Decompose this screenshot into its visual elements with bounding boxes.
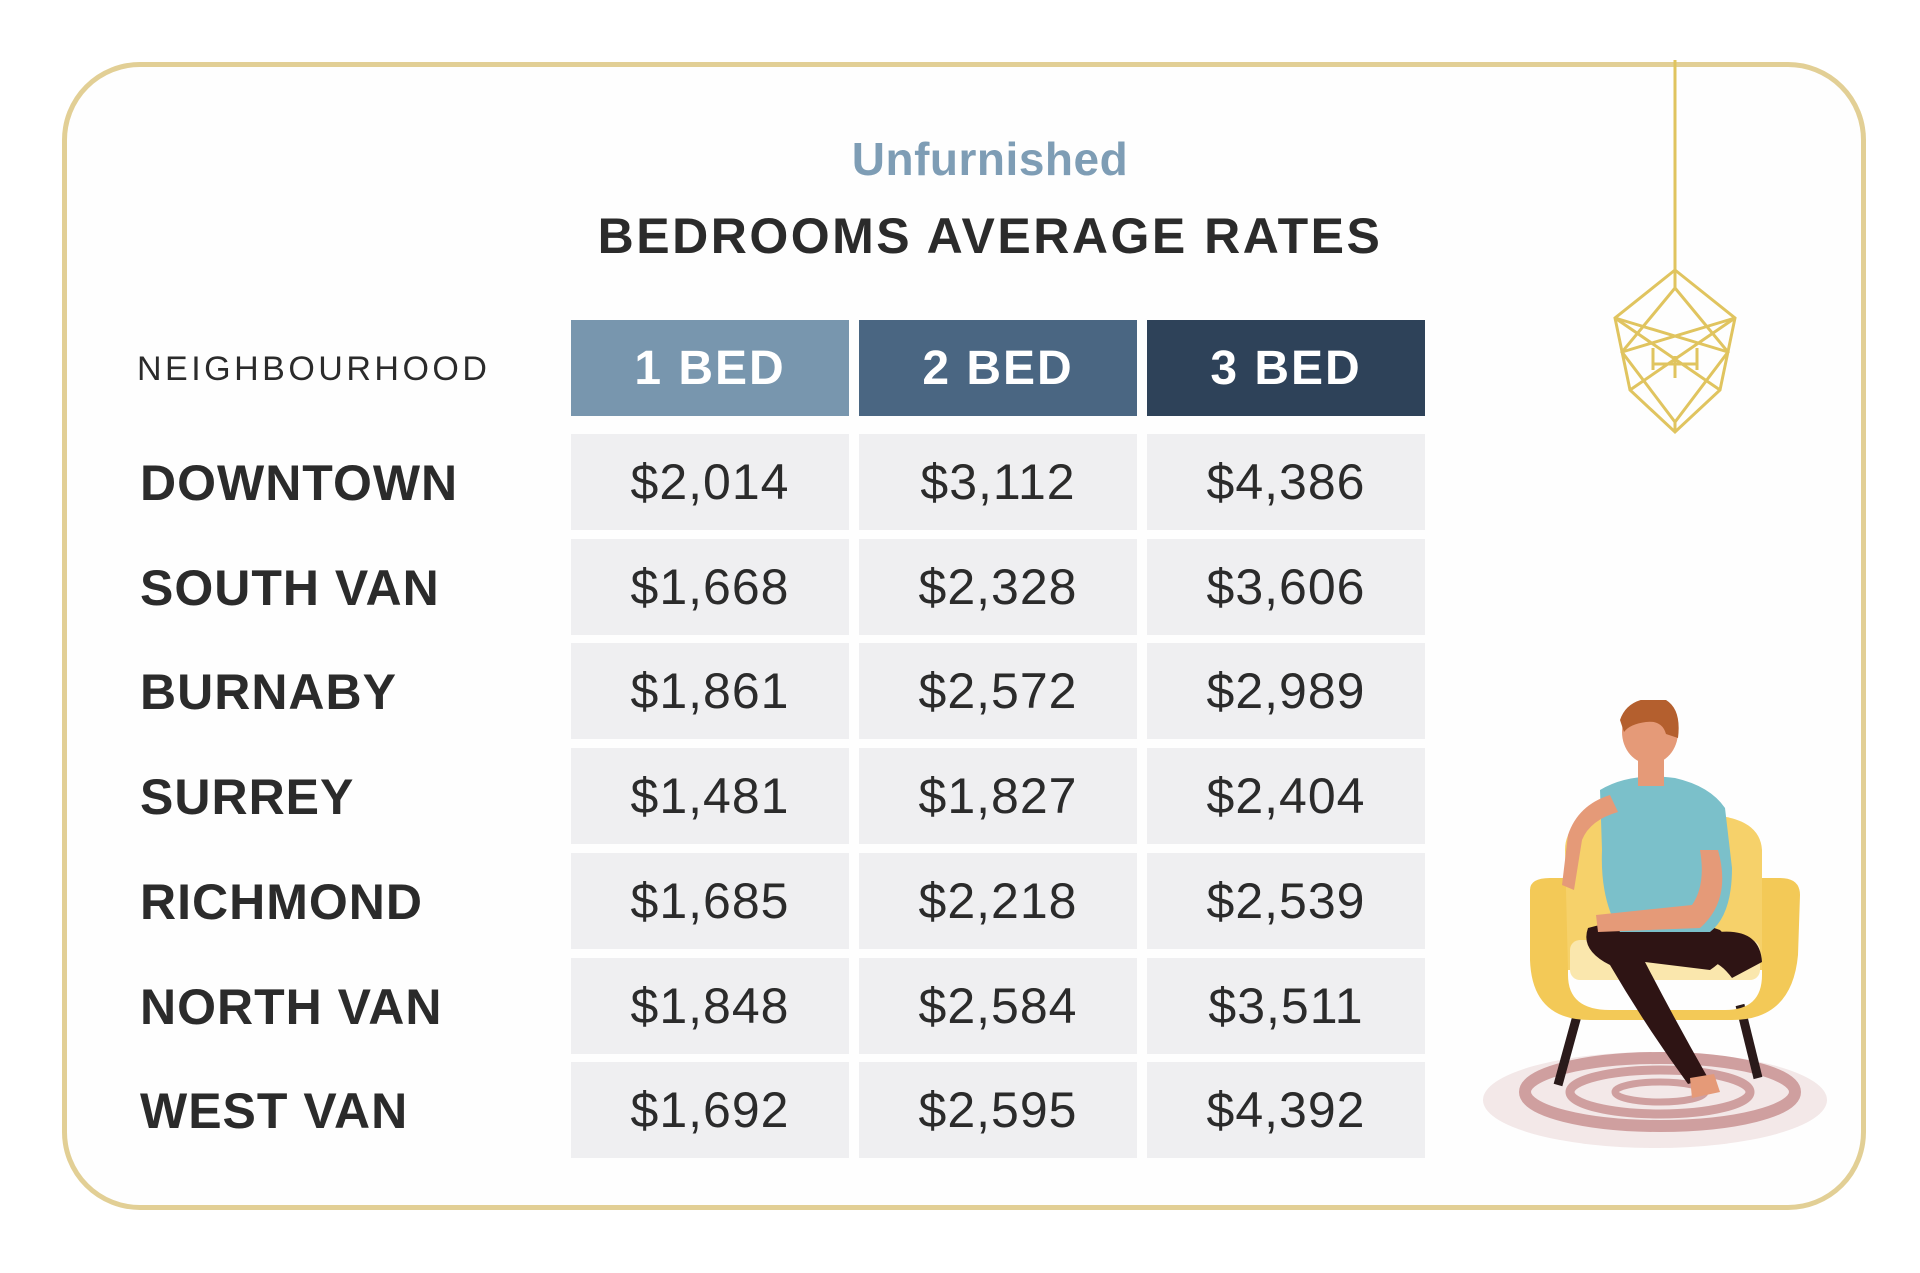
row-label: DOWNTOWN <box>140 455 459 511</box>
rate-cell: $2,595 <box>859 1062 1137 1158</box>
column-header-2-bed: 2 BED <box>859 320 1137 416</box>
row-label: SOUTH VAN <box>140 560 440 616</box>
rate-cell: $3,511 <box>1147 958 1425 1054</box>
row-label: RICHMOND <box>140 874 423 930</box>
rate-cell: $2,989 <box>1147 643 1425 739</box>
rate-cell: $4,392 <box>1147 1062 1425 1158</box>
row-label: WEST VAN <box>140 1083 409 1139</box>
row-label: BURNABY <box>140 664 397 720</box>
rate-cell: $2,328 <box>859 539 1137 635</box>
rate-cell: $1,827 <box>859 748 1137 844</box>
rate-cell: $2,014 <box>571 434 849 530</box>
rate-cell: $1,692 <box>571 1062 849 1158</box>
column-header-1-bed: 1 BED <box>571 320 849 416</box>
rate-cell: $4,386 <box>1147 434 1425 530</box>
chandelier-icon <box>1613 60 1737 435</box>
rate-cell: $1,861 <box>571 643 849 739</box>
rate-cell: $1,481 <box>571 748 849 844</box>
subtitle: Unfurnished <box>851 133 1129 185</box>
rate-cell: $2,404 <box>1147 748 1425 844</box>
rate-cell: $2,539 <box>1147 853 1425 949</box>
rate-cell: $2,584 <box>859 958 1137 1054</box>
rate-cell: $3,606 <box>1147 539 1425 635</box>
rate-cell: $2,218 <box>859 853 1137 949</box>
rate-cell: $1,668 <box>571 539 849 635</box>
chart-title: BEDROOMS AVERAGE RATES <box>597 208 1383 264</box>
rate-cell: $1,848 <box>571 958 849 1054</box>
rate-cell: $1,685 <box>571 853 849 949</box>
column-header-3-bed: 3 BED <box>1147 320 1425 416</box>
neighbourhood-column-header: NEIGHBOURHOOD <box>137 350 491 388</box>
row-label: SURREY <box>140 769 355 825</box>
rate-cell: $3,112 <box>859 434 1137 530</box>
row-label: NORTH VAN <box>140 979 443 1035</box>
person-armchair-illustration <box>1483 700 1827 1148</box>
rate-cell: $2,572 <box>859 643 1137 739</box>
